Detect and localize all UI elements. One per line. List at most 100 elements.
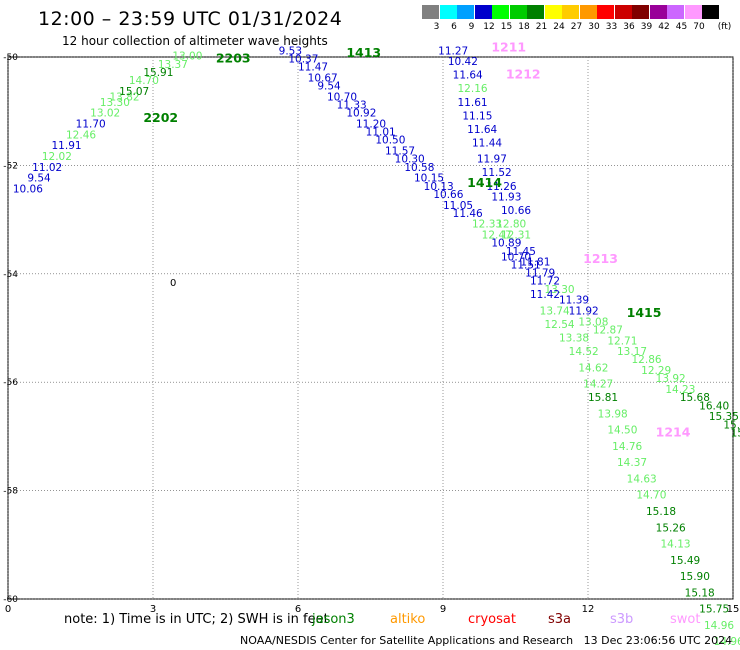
lat-tick-label: -56 [3, 378, 18, 388]
wave-height-value: 10.30 [395, 154, 425, 166]
wave-height-value: 15.68 [680, 392, 710, 404]
wave-height-value: 11.45 [506, 246, 536, 258]
wave-height-value: 13.82 [110, 91, 140, 103]
scale-swatch [562, 5, 579, 19]
wave-height-value: 14.96 [704, 620, 734, 632]
scale-label: 42 [658, 22, 670, 32]
pass-number-label: 1212 [506, 67, 541, 82]
wave-height-value: 15.90 [680, 571, 710, 583]
wave-height-value: 12.16 [458, 83, 488, 95]
pass-number-label: 2203 [216, 50, 251, 65]
wave-height-value: 14.96 [714, 636, 740, 648]
wave-height-value: 11.52 [482, 167, 512, 179]
wave-height-value: 11.61 [458, 97, 488, 109]
scale-swatch [422, 5, 439, 19]
scale-swatch [597, 5, 614, 19]
lon-tick-label: 3 [150, 604, 156, 615]
wave-height-value: 15.18 [685, 587, 715, 599]
wave-height-value: 11.57 [385, 146, 415, 158]
scale-label: 6 [451, 22, 457, 32]
lon-tick-label: 6 [295, 604, 301, 615]
wave-height-value: 15.35 [709, 411, 739, 423]
wave-height-value: 11.64 [467, 124, 497, 136]
scale-swatch [614, 5, 632, 19]
wave-height-value: 15.49 [670, 555, 700, 567]
scale-unit: (ft) [717, 22, 732, 32]
wave-height-value: 9.54 [27, 173, 51, 185]
scale-swatch [684, 5, 702, 19]
wave-height-value: 15.82 [723, 419, 740, 431]
pass-number-label: 1211 [491, 40, 526, 55]
scale-label: 39 [640, 22, 653, 32]
pass-number-label: 1415 [627, 305, 662, 320]
scale-swatch [492, 5, 509, 19]
wave-height-value: 12.71 [607, 335, 637, 347]
wave-height-value: 13.02 [90, 108, 120, 120]
scale-label: 24 [553, 22, 565, 32]
satellite-altiko: altiko [390, 612, 426, 627]
wave-height-value: 14.63 [627, 473, 657, 485]
wave-height-value: 15.75 [699, 604, 729, 616]
stray-label: 0 [170, 278, 176, 289]
wave-height-value: 11.02 [32, 162, 62, 174]
wave-height-value: 11.39 [559, 295, 589, 307]
wave-height-value: 14.23 [665, 384, 695, 396]
wave-height-value: 11.81 [520, 257, 550, 269]
scale-label: 15 [500, 22, 513, 32]
wave-height-value: 11.51 [511, 259, 541, 271]
wave-height-value: 11.91 [52, 140, 82, 152]
wave-height-value: 11.26 [487, 181, 517, 193]
scale-label: 12 [483, 22, 495, 32]
map-subtitle: 12 hour collection of altimeter wave hei… [62, 34, 328, 48]
wave-height-value: 12.87 [593, 324, 623, 336]
wave-height-value: 10.66 [433, 189, 463, 201]
wave-height-value: 12.47 [482, 230, 512, 242]
lat-tick-label: -54 [3, 270, 18, 280]
satellite-jason3: jason3 [312, 612, 355, 627]
wave-height-value: 12.46 [66, 129, 96, 141]
wave-height-value: 10.70 [327, 91, 357, 103]
lon-tick-label: 15 [727, 604, 740, 615]
wave-height-value: 12.02 [42, 151, 72, 163]
footer-note: note: 1) Time is in UTC; 2) SWH is in fe… [64, 612, 329, 627]
scale-swatch [579, 5, 597, 19]
wave-height-value: 15.18 [646, 506, 676, 518]
credit-source: NOAA/NESDIS Center for Satellite Applica… [240, 634, 574, 647]
wave-height-value: 11.92 [569, 305, 599, 317]
scale-swatch [544, 5, 562, 19]
wave-height-value: 15.26 [656, 522, 686, 534]
satellite-s3a: s3a [548, 612, 572, 627]
wave-height-value: 11.64 [453, 70, 483, 82]
wave-height-value: 11.05 [443, 200, 473, 212]
scale-swatch [702, 5, 719, 19]
wave-height-value: 14.52 [569, 346, 599, 358]
wave-height-value: 13.92 [656, 373, 686, 385]
wave-height-value: 16.40 [699, 400, 729, 412]
wave-height-value: 9.53 [279, 45, 302, 57]
credit-timestamp: 13 Dec 23:06:56 UTC 2024 [583, 634, 733, 647]
wave-height-value: 10.06 [13, 184, 43, 196]
scale-swatch [527, 5, 544, 19]
scale-label: 33 [605, 22, 618, 32]
wave-height-value: 13.38 [559, 333, 589, 345]
wave-height-value: 10.92 [346, 108, 376, 120]
wave-height-value: 15.81 [588, 392, 618, 404]
lat-tick-label: -58 [3, 487, 18, 497]
scale-label: 70 [693, 22, 705, 32]
wave-height-value: 13.98 [598, 408, 628, 420]
wave-height-value: 13.30 [545, 284, 575, 296]
wave-height-value: 10.66 [501, 205, 531, 217]
wave-height-value: 14.50 [607, 425, 637, 437]
wave-height-value: 11.20 [356, 118, 386, 130]
wave-height-value: 10.89 [491, 238, 521, 250]
wave-height-value: 13.08 [578, 316, 608, 328]
wave-height-value: 10.70 [501, 251, 531, 263]
wave-height-value: 11.27 [438, 45, 468, 57]
wave-height-value: 9.54 [317, 81, 341, 93]
wave-height-value: 11.33 [337, 99, 367, 111]
scale-swatch [667, 5, 684, 19]
wave-height-value: 13.74 [540, 305, 570, 317]
scale-label: 27 [570, 22, 583, 32]
wave-height-value: 11.42 [530, 289, 560, 301]
wave-height-value: 11.79 [525, 268, 555, 280]
